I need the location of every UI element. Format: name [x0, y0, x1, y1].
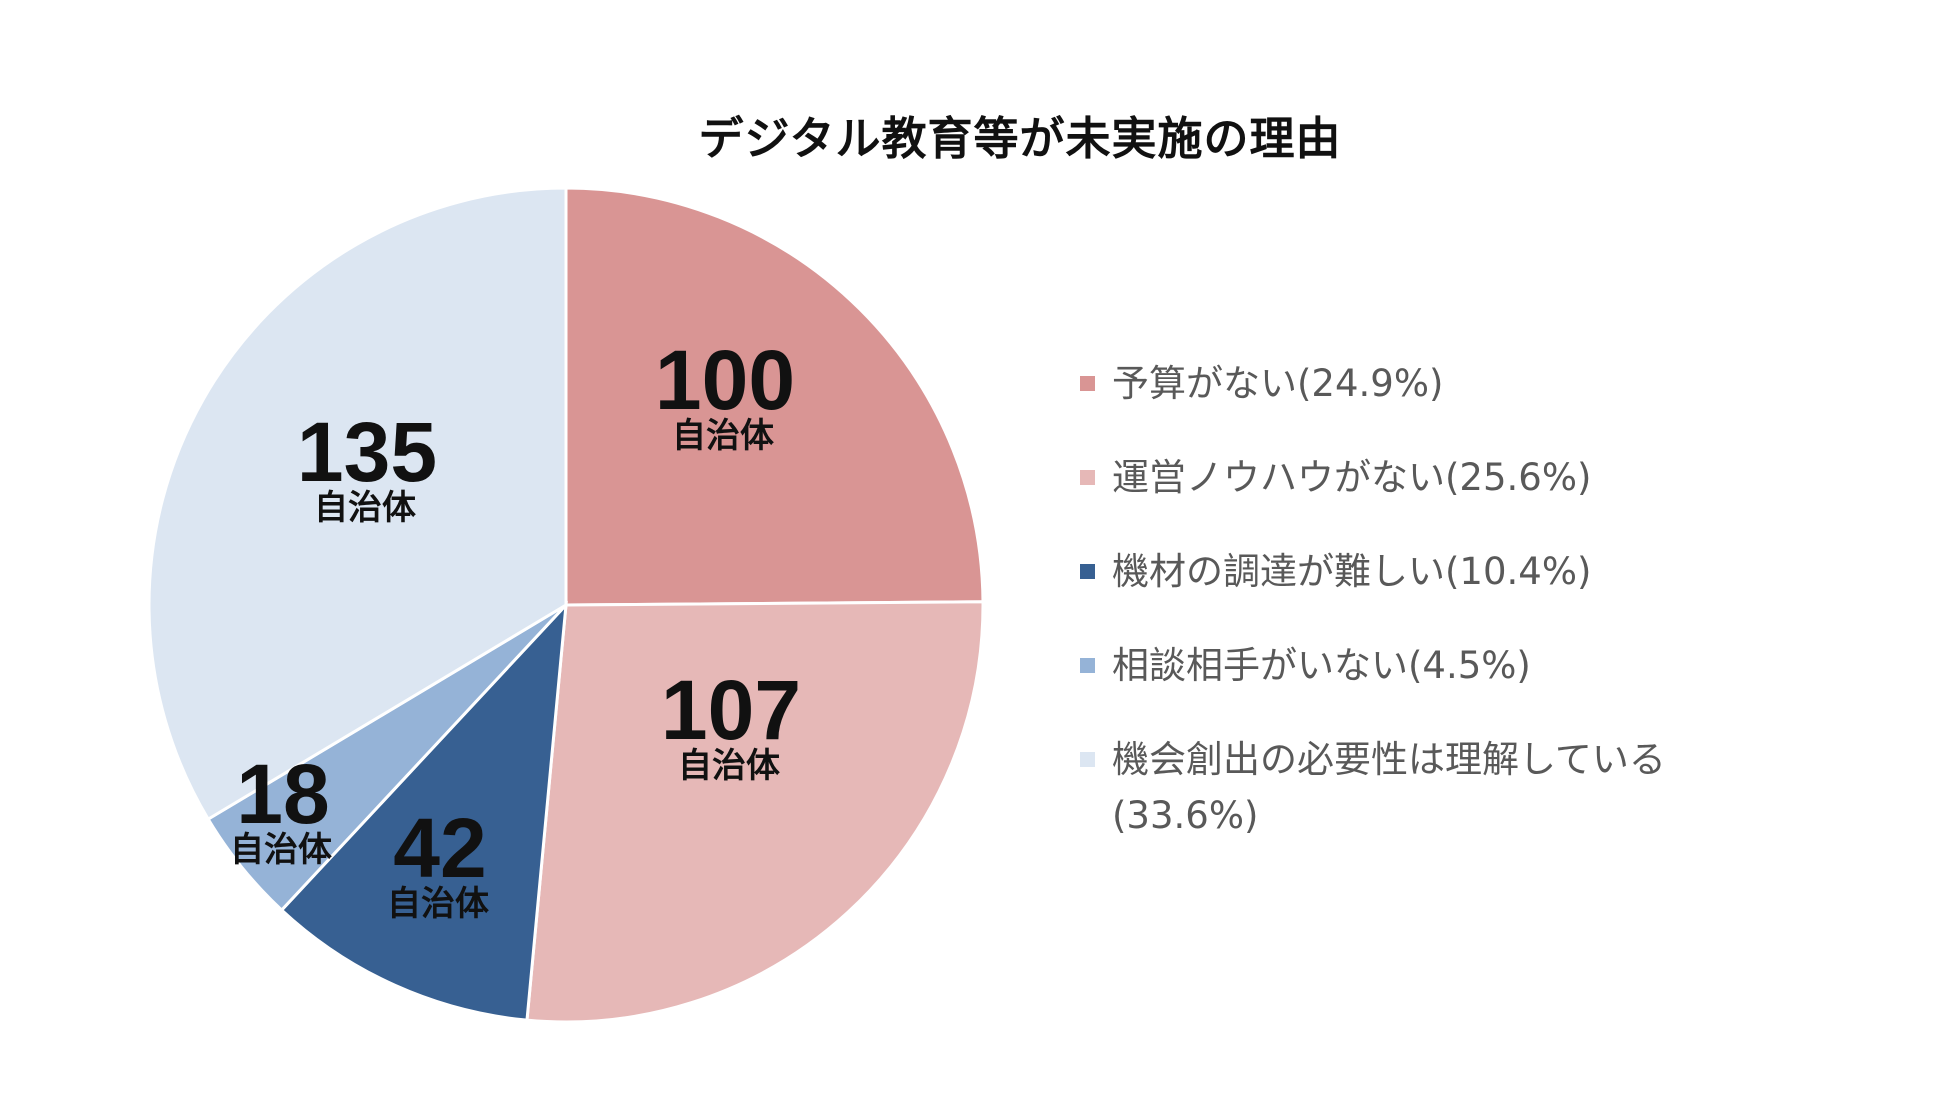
slice-unit-label-2: 自治体 [678, 746, 780, 786]
slice-value-label-2: 107 [661, 663, 801, 757]
legend-label: 運営ノウハウがない(25.6%) [1112, 456, 1592, 499]
pie-slice-3 [279, 600, 568, 1022]
legend-item-5: 機会創出の必要性は理解している(33.6%) [1080, 732, 1920, 844]
legend-swatch [1080, 564, 1095, 579]
slice-unit-label-1: 自治体 [672, 416, 774, 456]
slice-value-label-3: 42 [393, 801, 486, 895]
legend-swatch [1080, 470, 1095, 485]
pie-slices [147, 186, 985, 1024]
slice-value-label-4: 18 [236, 747, 329, 841]
legend-label: 機材の調達が難しい(10.4%) [1112, 550, 1592, 593]
legend-swatch [1080, 658, 1095, 673]
legend-label: 予算がない(24.9%) [1112, 362, 1444, 405]
legend-item-3: 機材の調達が難しい(10.4%) [1080, 544, 1920, 600]
slice-unit-label-5: 自治体 [314, 488, 416, 528]
slice-unit-label-4: 自治体 [230, 830, 332, 870]
legend-label: 相談相手がいない(4.5%) [1112, 644, 1531, 687]
slice-value-label-5: 135 [297, 405, 437, 499]
legend-label: 機会創出の必要性は理解している(33.6%) [1112, 738, 1666, 837]
legend-swatch [1080, 376, 1095, 391]
pie-slice-1 [564, 186, 985, 607]
legend-swatch [1080, 752, 1095, 767]
legend-item-2: 運営ノウハウがない(25.6%) [1080, 450, 1920, 506]
slice-value-label-1: 100 [655, 333, 795, 427]
pie-slice-2 [525, 600, 985, 1024]
chart-title: デジタル教育等が未実施の理由 [698, 112, 1342, 165]
legend: 予算がない(24.9%) 運営ノウハウがない(25.6%) 機材の調達が難しい(10… [1080, 356, 1920, 882]
legend-item-4: 相談相手がいない(4.5%) [1080, 638, 1920, 694]
legend-item-1: 予算がない(24.9%) [1080, 356, 1920, 412]
slice-unit-label-3: 自治体 [387, 884, 489, 924]
pie-slice-5 [147, 186, 568, 822]
